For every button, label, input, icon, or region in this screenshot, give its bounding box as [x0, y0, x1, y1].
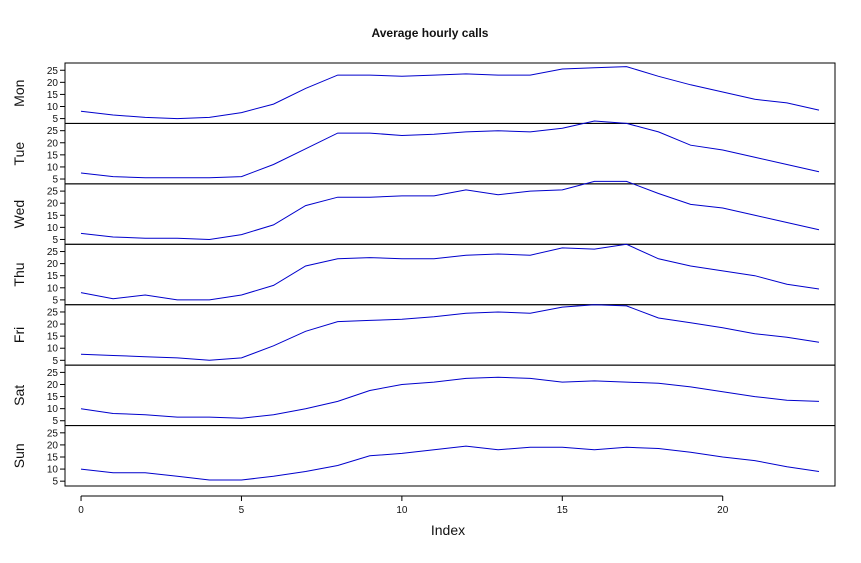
y-tick-label: 20	[47, 259, 59, 270]
y-tick-label: 20	[47, 380, 59, 391]
x-tick-label: 0	[78, 505, 84, 516]
y-tick-label: 15	[47, 271, 59, 282]
panel-frame	[64, 425, 836, 487]
panel-label-tue: Tue	[11, 142, 27, 166]
y-tick-label: 25	[47, 307, 59, 318]
y-tick-label: 5	[52, 295, 58, 306]
panel-frame	[64, 364, 836, 427]
y-tick-label: 25	[47, 247, 59, 258]
y-tick-label: 5	[52, 175, 58, 186]
x-axis: 0 5 10 15 20	[78, 495, 729, 516]
series-line-fri	[80, 304, 820, 361]
y-tick-label: 25	[47, 428, 59, 439]
panel-frame	[64, 62, 836, 124]
panel-label-sat: Sat	[11, 385, 27, 406]
y-tick-label: 25	[47, 187, 59, 198]
series-line-thu	[80, 243, 820, 301]
y-tick-label: 15	[47, 150, 59, 161]
y-tick-label: 20	[47, 199, 59, 210]
series-line-mon	[80, 66, 820, 120]
y-tick-label: 15	[47, 90, 59, 101]
x-tick-label: 15	[557, 505, 569, 516]
y-tick-label: 5	[52, 416, 58, 427]
x-axis-label: Index	[431, 522, 465, 538]
y-tick-label: 25	[47, 368, 59, 379]
y-tick-label: 10	[47, 344, 59, 355]
y-tick-label: 20	[47, 440, 59, 451]
y-tick-label: 15	[47, 211, 59, 222]
panel-frame	[64, 122, 836, 185]
x-tick-label: 20	[717, 505, 729, 516]
y-tick-label: 20	[47, 138, 59, 149]
y-tick-label: 25	[47, 66, 59, 77]
y-tick-label: 15	[47, 392, 59, 403]
series-line-sun	[80, 445, 820, 481]
y-tick-label: 15	[47, 332, 59, 343]
panel-frame	[64, 304, 836, 366]
series-line-sat	[80, 376, 820, 419]
y-tick-label: 5	[52, 356, 58, 367]
x-tick-label: 10	[396, 505, 408, 516]
panel-label-fri: Fri	[11, 327, 27, 343]
y-tick-label: 10	[47, 102, 59, 113]
y-tick-label: 5	[52, 235, 58, 246]
y-tick-label: 10	[47, 162, 59, 173]
panels: Mon510152025Tue510152025Wed510152025Thu5…	[11, 62, 836, 488]
series-line-wed	[80, 180, 820, 241]
y-tick-label: 15	[47, 452, 59, 463]
y-tick-label: 20	[47, 78, 59, 89]
chart-title: Average hourly calls	[372, 26, 489, 40]
y-tick-label: 10	[47, 223, 59, 234]
x-tick-label: 5	[239, 505, 245, 516]
panel-label-mon: Mon	[11, 80, 27, 107]
y-tick-label: 10	[47, 283, 59, 294]
series-line-tue	[80, 120, 820, 179]
y-tick-label: 25	[47, 126, 59, 137]
y-tick-label: 20	[47, 320, 59, 331]
panel-label-sun: Sun	[11, 443, 27, 468]
y-tick-label: 5	[52, 477, 58, 488]
panel-label-wed: Wed	[11, 200, 27, 229]
y-tick-label: 5	[52, 114, 58, 125]
panel-frame	[64, 243, 836, 306]
y-tick-label: 10	[47, 465, 59, 476]
y-tick-label: 10	[47, 404, 59, 415]
panel-label-thu: Thu	[11, 262, 27, 286]
